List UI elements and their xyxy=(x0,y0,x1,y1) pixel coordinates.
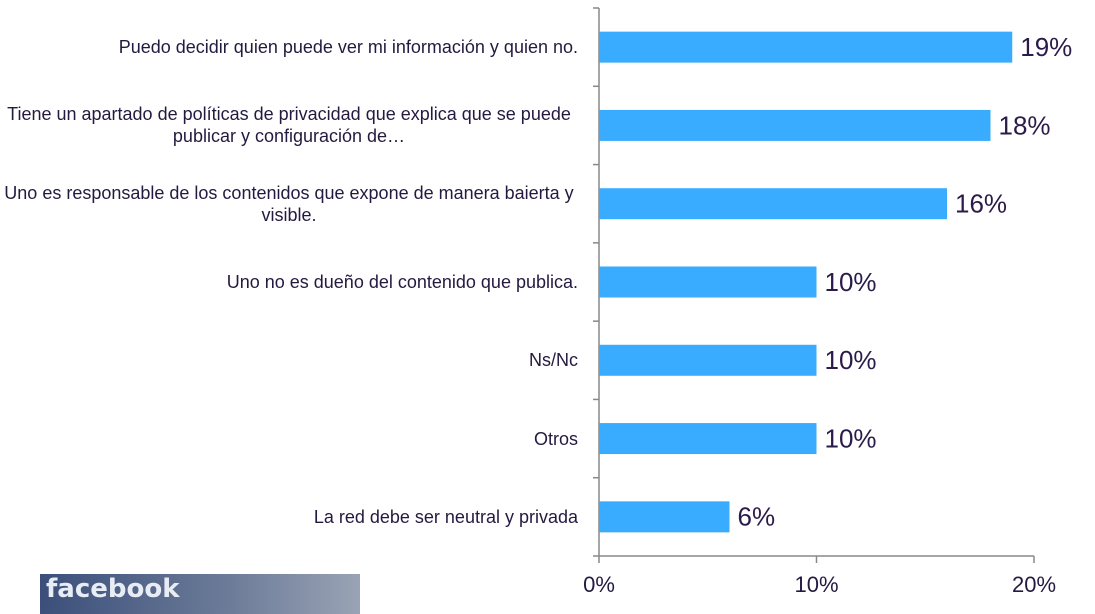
bar xyxy=(599,109,991,141)
bar xyxy=(599,344,817,376)
bar xyxy=(599,31,1013,63)
category-label: Uno no es dueño del contenido que public… xyxy=(226,272,578,292)
category-label: Uno es responsable de los contenidos que… xyxy=(4,182,574,225)
category-label: Tiene un apartado de políticas de privac… xyxy=(7,104,571,147)
value-label: 10% xyxy=(825,345,877,375)
logo: facebook xyxy=(40,574,360,614)
category-label-box: Uno es responsable de los contenidos que… xyxy=(0,182,578,226)
category-label: Otros xyxy=(533,428,578,449)
category-label: Puedo decidir quien puede ver mi informa… xyxy=(118,37,578,58)
value-label: 6% xyxy=(738,502,776,532)
bar xyxy=(599,188,947,220)
category-label-box: Otros xyxy=(0,428,578,450)
value-label: 18% xyxy=(999,110,1051,140)
bar xyxy=(599,423,817,455)
x-tick-label: 20% xyxy=(1012,572,1056,597)
bar xyxy=(599,266,817,298)
value-label: 19% xyxy=(1020,32,1072,62)
x-tick-label: 10% xyxy=(794,572,838,597)
bar xyxy=(599,501,730,533)
value-label: 16% xyxy=(955,189,1007,219)
x-tick-label: 0% xyxy=(583,572,615,597)
category-label-box: La red debe ser neutral y privada xyxy=(0,506,578,528)
category-label-box: Puedo decidir quien puede ver mi informa… xyxy=(0,36,578,58)
category-label: Ns/Nc xyxy=(529,350,578,371)
category-label-box: Uno no es dueño del contenido que public… xyxy=(0,271,578,293)
category-label-box: Ns/Nc xyxy=(0,349,578,371)
category-label-box: Tiene un apartado de políticas de privac… xyxy=(0,103,578,147)
value-label: 10% xyxy=(825,423,877,453)
value-label: 10% xyxy=(825,267,877,297)
category-label: La red debe ser neutral y privada xyxy=(313,506,578,527)
